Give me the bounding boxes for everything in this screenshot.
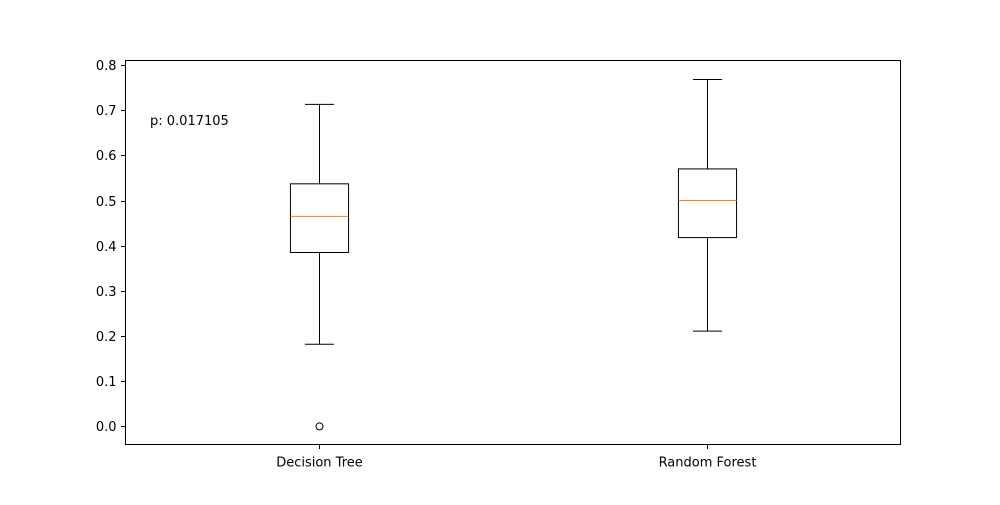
outlier-point: [315, 422, 324, 431]
y-tick-label: 0.5: [96, 195, 117, 210]
y-tick-label: 0.4: [96, 240, 117, 255]
x-tick-label: Random Forest: [659, 456, 757, 471]
y-tick-label: 0.1: [96, 375, 117, 390]
box-group: [289, 103, 350, 431]
box-iqr: [289, 183, 350, 254]
y-tick-label: 0.3: [96, 285, 117, 300]
x-tick-label: Decision Tree: [276, 456, 363, 471]
y-tick-label: 0.8: [96, 59, 117, 74]
y-axis: 0.0 0.1 0.2 0.3 0.4 0.5 0.6 0.7 0.8: [96, 59, 126, 435]
x-axis: Decision Tree Random Forest: [276, 444, 757, 471]
y-tick-label: 0.2: [96, 330, 117, 345]
y-tick-label: 0.7: [96, 104, 117, 119]
box-group: [677, 78, 738, 332]
p-value-annotation: p: 0.017105: [150, 114, 229, 129]
box-iqr: [677, 168, 738, 239]
chart-marks: [289, 78, 738, 431]
plot-area-frame: [125, 60, 901, 445]
y-tick-label: 0.6: [96, 149, 117, 164]
y-tick-label: 0.0: [96, 420, 117, 435]
